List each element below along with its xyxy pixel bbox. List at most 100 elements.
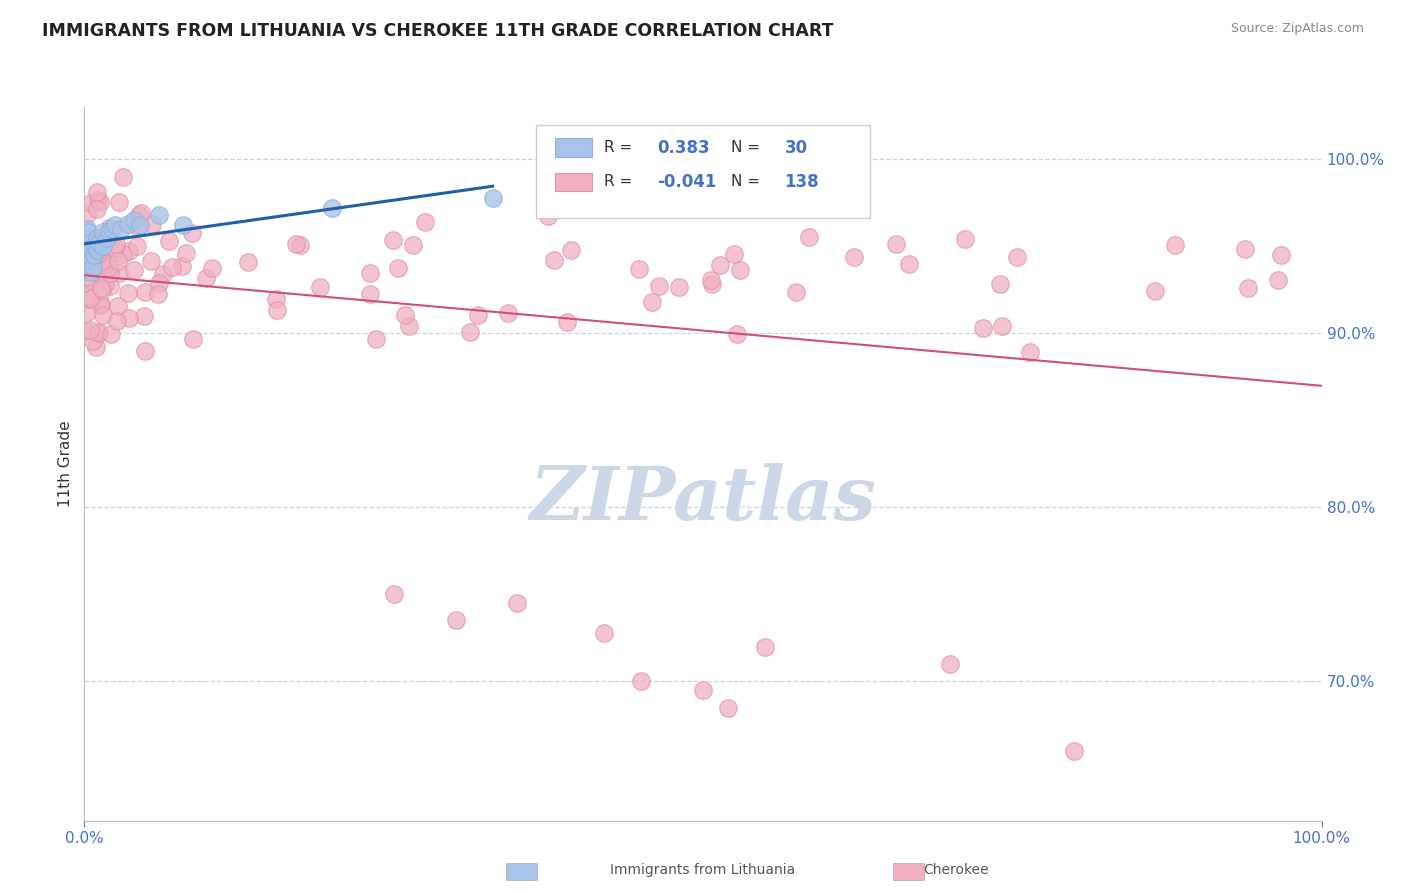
Point [1019, 345, 1042, 359]
Point [725, 326, 748, 341]
Text: ZIPatlas: ZIPatlas [530, 463, 876, 536]
Point [308, 279, 330, 293]
Point [148, 208, 170, 222]
Point [97, 256, 120, 270]
Point [79, 243, 101, 257]
Point [148, 276, 170, 290]
Point [76, 207, 98, 221]
Point [797, 229, 820, 244]
Point [117, 217, 139, 231]
Point [991, 318, 1014, 333]
Point [104, 219, 127, 233]
Point [1267, 272, 1289, 286]
Point [93, 228, 115, 243]
Point [118, 244, 141, 258]
Point [709, 259, 731, 273]
Point [80, 253, 103, 268]
Point [394, 309, 416, 323]
Point [1063, 744, 1085, 758]
Point [107, 299, 129, 313]
Text: IMMIGRANTS FROM LITHUANIA VS CHEROKEE 11TH GRADE CORRELATION CHART: IMMIGRANTS FROM LITHUANIA VS CHEROKEE 11… [42, 22, 834, 40]
Point [76, 222, 98, 236]
Point [266, 302, 288, 317]
Point [139, 254, 162, 268]
Point [84, 339, 107, 353]
Point [104, 237, 127, 252]
Point [86, 193, 108, 207]
Point [86, 243, 108, 257]
Point [87, 325, 110, 339]
Point [387, 260, 409, 275]
Point [321, 201, 343, 215]
Point [506, 596, 529, 610]
Point [75, 239, 97, 253]
Point [83, 248, 105, 262]
Point [127, 238, 149, 252]
Point [498, 305, 520, 319]
Point [91, 308, 114, 322]
Point [79, 292, 101, 306]
Point [91, 239, 114, 253]
Point [129, 206, 152, 220]
Text: R =: R = [605, 175, 637, 189]
Point [110, 222, 132, 236]
Point [382, 587, 405, 601]
Point [398, 318, 420, 333]
Point [90, 281, 112, 295]
Point [702, 277, 724, 292]
Text: Source: ZipAtlas.com: Source: ZipAtlas.com [1230, 22, 1364, 36]
Point [91, 225, 114, 239]
Point [79, 323, 101, 337]
Point [988, 277, 1011, 291]
Point [87, 239, 110, 253]
Point [76, 253, 98, 268]
Text: 138: 138 [785, 173, 820, 191]
Point [640, 294, 662, 309]
Point [107, 194, 129, 209]
Point [89, 326, 111, 340]
Point [117, 285, 139, 300]
Point [953, 232, 976, 246]
FancyBboxPatch shape [536, 125, 870, 218]
Point [170, 259, 193, 273]
Point [100, 326, 122, 341]
Point [939, 657, 962, 671]
Point [543, 252, 565, 267]
Point [467, 308, 489, 322]
Point [84, 240, 107, 254]
Point [90, 254, 112, 268]
Point [97, 253, 120, 268]
Point [458, 325, 481, 339]
Point [1233, 242, 1256, 256]
Point [157, 234, 180, 248]
Point [98, 266, 121, 280]
Point [98, 225, 121, 239]
Point [122, 262, 145, 277]
Point [593, 625, 616, 640]
Point [97, 221, 120, 235]
Point [785, 285, 807, 299]
Point [146, 287, 169, 301]
Point [122, 213, 145, 227]
Point [692, 683, 714, 698]
Point [630, 674, 652, 689]
Point [359, 266, 381, 280]
Point [118, 310, 141, 325]
Point [364, 332, 387, 346]
Point [1163, 238, 1185, 252]
Point [627, 262, 650, 277]
Point [111, 169, 134, 184]
Point [172, 219, 194, 233]
FancyBboxPatch shape [554, 173, 592, 191]
Point [77, 225, 100, 239]
Text: N =: N = [731, 175, 765, 189]
Point [87, 247, 110, 261]
Point [96, 236, 118, 251]
Point [76, 305, 98, 319]
Point [86, 185, 108, 199]
Point [76, 270, 98, 285]
Point [75, 324, 97, 338]
Point [972, 321, 994, 335]
Point [98, 278, 121, 293]
Point [76, 238, 98, 252]
